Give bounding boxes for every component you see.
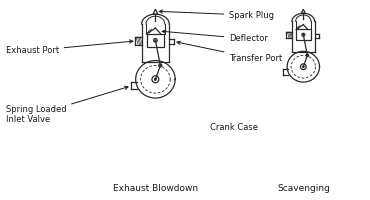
Circle shape bbox=[303, 34, 304, 35]
Text: Deflector: Deflector bbox=[162, 30, 268, 43]
Bar bbox=[296, 29, 310, 40]
Text: Transfer Port: Transfer Port bbox=[177, 41, 283, 63]
Bar bbox=[147, 34, 164, 47]
Text: Exhaust Blowdown: Exhaust Blowdown bbox=[113, 184, 198, 193]
Circle shape bbox=[155, 40, 156, 41]
Text: Exhaust Port: Exhaust Port bbox=[6, 40, 133, 55]
Text: Spark Plug: Spark Plug bbox=[159, 10, 275, 20]
Text: Scavenging: Scavenging bbox=[277, 184, 330, 193]
Circle shape bbox=[154, 78, 157, 80]
Text: Spring Loaded
Inlet Valve: Spring Loaded Inlet Valve bbox=[6, 86, 128, 124]
Text: Crank Case: Crank Case bbox=[210, 123, 258, 132]
Circle shape bbox=[302, 66, 304, 68]
